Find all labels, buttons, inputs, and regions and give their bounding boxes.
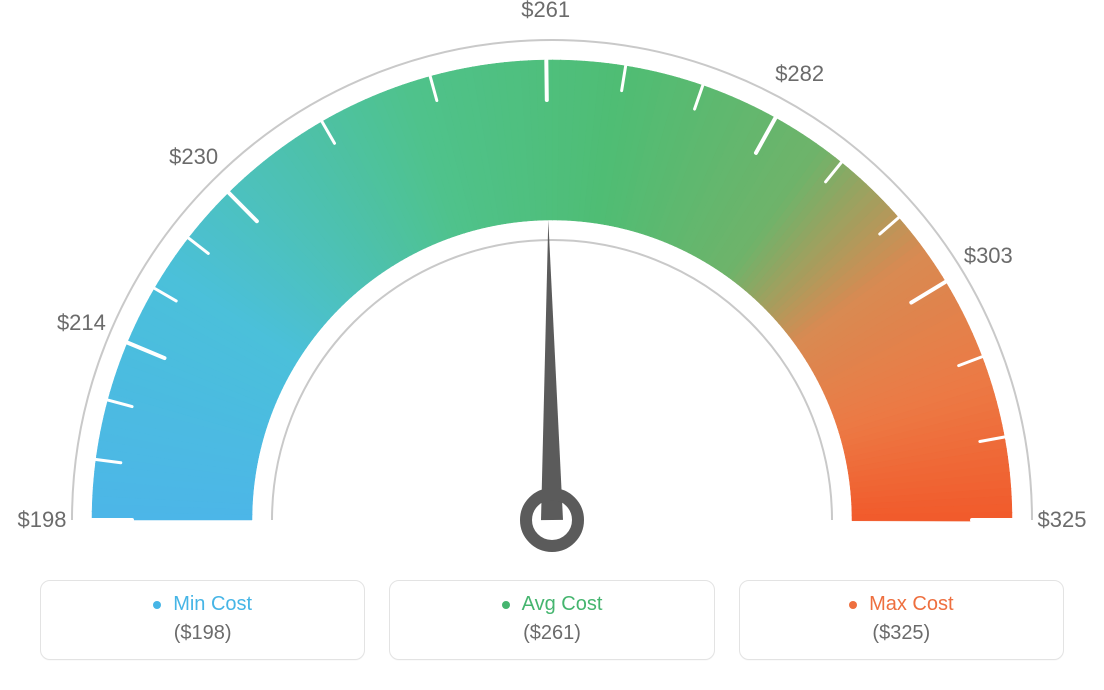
- dot-icon: [153, 601, 161, 609]
- legend-value-max: ($325): [872, 622, 930, 645]
- tick-label: $303: [964, 243, 1013, 269]
- dot-icon: [502, 601, 510, 609]
- legend-title-avg: Avg Cost: [502, 593, 603, 616]
- dot-icon: [849, 601, 857, 609]
- tick-label: $198: [18, 507, 67, 533]
- legend-title-min: Min Cost: [153, 593, 252, 616]
- legend-value-avg: ($261): [523, 622, 581, 645]
- legend-card-max: Max Cost ($325): [739, 580, 1064, 660]
- legend-title-text: Avg Cost: [522, 593, 603, 616]
- gauge-svg: [0, 0, 1104, 560]
- cost-gauge-chart: $198 $214 $230 $261 $282 $303 $325 Min Cost ($…: [0, 0, 1104, 690]
- tick-label: $282: [775, 61, 824, 87]
- tick-label: $214: [57, 310, 106, 336]
- legend-value-min: ($198): [174, 622, 232, 645]
- legend-title-max: Max Cost: [849, 593, 953, 616]
- gauge-area: $198 $214 $230 $261 $282 $303 $325: [0, 0, 1104, 560]
- tick-label: $230: [169, 144, 218, 170]
- legend-title-text: Max Cost: [869, 593, 953, 616]
- tick-label: $261: [521, 0, 570, 23]
- legend-card-min: Min Cost ($198): [40, 580, 365, 660]
- legend-card-avg: Avg Cost ($261): [389, 580, 714, 660]
- legend-title-text: Min Cost: [173, 593, 252, 616]
- legend-row: Min Cost ($198) Avg Cost ($261) Max Cost…: [0, 580, 1104, 660]
- tick-label: $325: [1038, 507, 1087, 533]
